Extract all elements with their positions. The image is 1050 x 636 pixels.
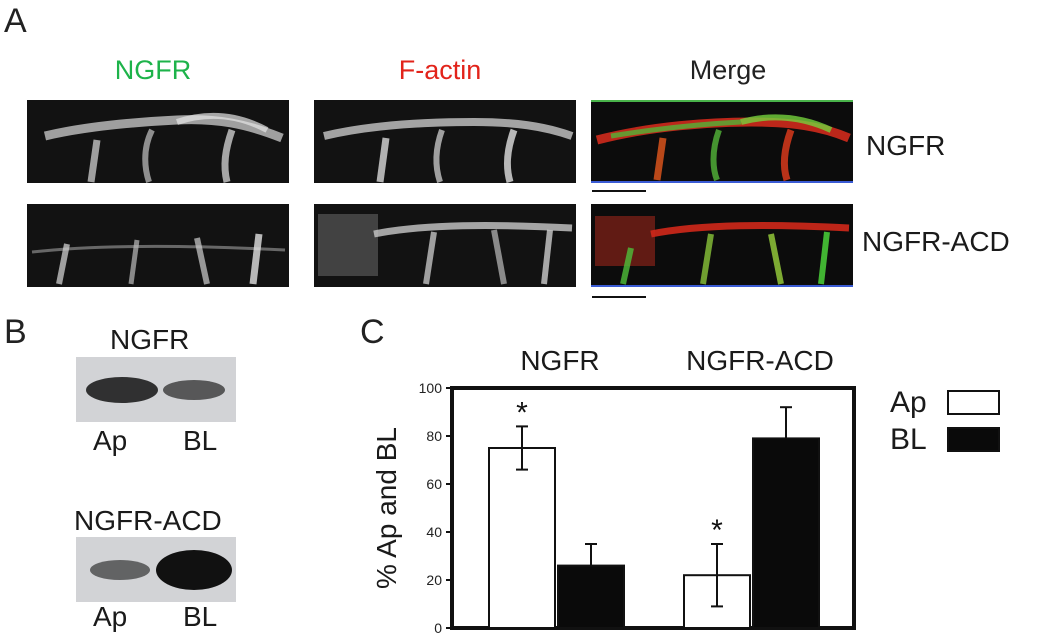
bar-bl-0 <box>557 564 625 630</box>
column-title-merge: Merge <box>689 55 767 85</box>
micrograph-ngfr-ngfr-acd-image <box>27 204 289 287</box>
y-tick-label-80: 80 <box>426 428 442 444</box>
micrograph-factin-ngfr-image <box>314 100 576 183</box>
micrograph-ngfr-ngfr <box>27 100 289 183</box>
bar-chart: 0 20 40 60 80 100 % Ap and BL NGFR NGFR-ACD * * <box>371 345 856 636</box>
y-tick-label-60: 60 <box>426 476 442 492</box>
legend-swatch-ap <box>947 390 1000 415</box>
row-label-ngfr-acd: NGFR-ACD <box>862 226 1010 257</box>
blot-title-ngfr: NGFR <box>110 324 190 355</box>
blot-ngfr-image <box>86 377 225 403</box>
category-label-1: NGFR-ACD <box>686 345 834 376</box>
panel-letter-b: B <box>4 313 27 351</box>
scale-bar-row2 <box>592 296 646 298</box>
column-title-f-actin: F-actin <box>398 55 482 85</box>
micrograph-merge-ngfr-image <box>591 100 853 183</box>
legend-label-ap: Ap <box>890 386 927 419</box>
blot-ngfr-acd-image <box>90 550 232 590</box>
category-label-0: NGFR <box>520 345 599 376</box>
bar-ap-0 <box>488 447 556 629</box>
micrograph-merge-ngfr <box>591 100 853 183</box>
micrograph-factin-ngfr-acd-image <box>314 204 576 287</box>
micrograph-ngfr-ngfr-image <box>27 100 289 183</box>
lane-label-ngfr-ap: Ap <box>93 425 128 456</box>
blot-ngfr-acd <box>76 537 236 602</box>
y-tick-label-40: 40 <box>426 524 442 540</box>
lane-label-ngfr-acd-ap: Ap <box>93 601 128 632</box>
micrograph-factin-ngfr-acd <box>314 204 576 287</box>
blot-title-ngfr-acd: NGFR-ACD <box>74 505 222 536</box>
micrograph-merge-ngfr-acd <box>591 204 853 287</box>
y-tick-label-20: 20 <box>426 572 442 588</box>
scale-bar-row1 <box>592 190 646 192</box>
significance-marker-0: * <box>516 396 528 429</box>
micrograph-ngfr-ngfr-acd <box>27 204 289 287</box>
lane-label-ngfr-bl: BL <box>183 425 218 456</box>
y-tick-label-100: 100 <box>419 380 443 396</box>
y-axis-label: % Ap and BL <box>371 427 402 589</box>
legend-label-bl: BL <box>890 423 927 456</box>
y-tick-label-0: 0 <box>434 620 442 636</box>
legend-swatch-bl <box>947 427 1000 452</box>
blot-ngfr <box>76 357 236 422</box>
micrograph-merge-ngfr-acd-image <box>591 204 853 287</box>
significance-marker-1: * <box>711 514 723 547</box>
row-label-ngfr: NGFR <box>866 130 946 161</box>
panel-letter-c: C <box>360 313 385 351</box>
micrograph-factin-ngfr <box>314 100 576 183</box>
lane-label-ngfr-acd-bl: BL <box>183 601 218 632</box>
panel-letter-a: A <box>4 2 27 40</box>
column-title-ngfr: NGFR <box>114 55 192 85</box>
plot-frame <box>450 386 856 630</box>
bar-bl-1 <box>752 437 820 630</box>
